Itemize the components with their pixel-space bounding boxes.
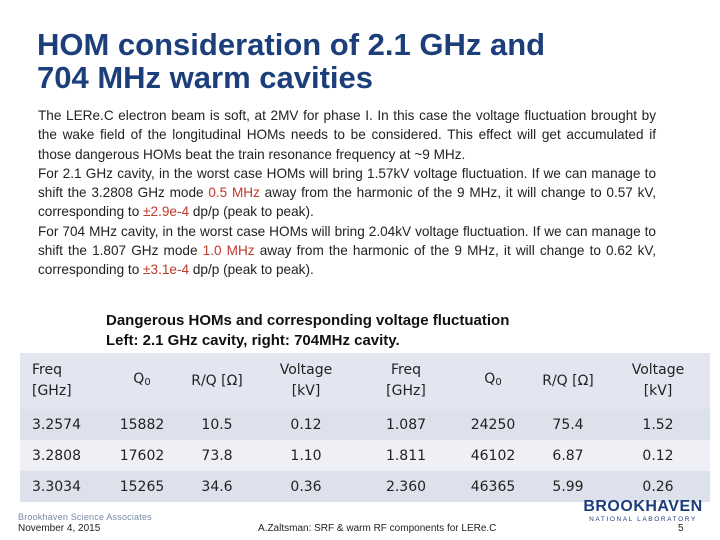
paragraph-704mhz-text-a: For 704 MHz cavity, in the worst case HO… <box>38 223 656 259</box>
brookhaven-logo: BROOKHAVEN NATIONAL LABORATORY <box>583 498 702 523</box>
hom-table: Freq [GHz] Q0 R/Q [Ω] Voltage [kV] Freq [GH… <box>20 353 710 502</box>
table-cell: 1.52 <box>642 416 674 433</box>
paragraph-704mhz-text-b: away from the harmonic of the 9 MHz, it … <box>38 243 656 278</box>
table-cell: 34.6 <box>201 478 233 495</box>
page-number: 5 <box>678 523 684 534</box>
table-cell: 24250 <box>470 416 516 433</box>
paragraph-2ghz-text-a: For 2.1 GHz cavity, in the worst case HO… <box>38 165 656 201</box>
header-q0-704mhz: Q0 <box>484 371 502 388</box>
paragraph-2ghz-text-b: away from the harmonic of the 9 MHz, it … <box>38 185 656 220</box>
table-row: 3.3034 15265 34.6 0.36 2.360 46365 5.99 … <box>20 471 710 502</box>
highlight-dpp-704mhz: ±3.1e-4 <box>143 262 190 278</box>
table-cell: 0.26 <box>642 478 674 495</box>
table-cell: 2.360 <box>385 478 427 495</box>
table-caption-line-2: Left: 2.1 GHz cavity, right: 704MHz cavi… <box>106 332 400 349</box>
brookhaven-logo-name: BROOKHAVEN <box>583 498 702 515</box>
table-cell: 15882 <box>119 416 165 433</box>
table-cell: 0.36 <box>290 478 322 495</box>
slide-title: HOM consideration of 2.1 GHz and 704 MHz… <box>37 28 697 94</box>
footer-presentation-info: A.Zaltsman: SRF & warm RF components for… <box>258 523 497 534</box>
table-cell: 73.8 <box>201 447 233 464</box>
table-cell: 1.811 <box>385 447 427 464</box>
header-voltage-704mhz: Voltage [kV] <box>631 362 685 399</box>
table-cell: 0.12 <box>642 447 674 464</box>
table-cell: 1.10 <box>290 447 322 464</box>
table-cell: 17602 <box>119 447 165 464</box>
header-freq-2ghz: Freq [GHz] <box>32 362 72 399</box>
table-cell: 46365 <box>470 478 516 495</box>
table-cell: 46102 <box>470 447 516 464</box>
table-caption: Dangerous HOMs and corresponding voltage… <box>106 311 666 351</box>
table-header-row: Freq [GHz] Q0 R/Q [Ω] Voltage [kV] Freq [GH… <box>20 353 710 409</box>
highlight-shift-704mhz: 1.0 MHz <box>202 243 255 259</box>
table-row: 3.2574 15882 10.5 0.12 1.087 24250 75.4 … <box>20 409 710 440</box>
table-cell: 0.12 <box>290 416 322 433</box>
table-cell: 10.5 <box>201 416 233 433</box>
header-rq-704mhz: R/Q [Ω] <box>542 372 594 389</box>
table-cell: 3.2808 <box>32 447 81 464</box>
brookhaven-logo-sub: NATIONAL LABORATORY <box>589 516 697 523</box>
paragraph-2ghz-text-c: dp/p (peak to peak). <box>189 204 314 220</box>
table-caption-line-1: Dangerous HOMs and corresponding voltage… <box>106 312 510 329</box>
highlight-dpp-2ghz: ±2.9e-4 <box>143 204 190 220</box>
slide-title-line-1: HOM consideration of 2.1 GHz and <box>37 27 546 62</box>
paragraph-704mhz: For 704 MHz cavity, in the worst case HO… <box>38 222 656 280</box>
body-text: The LERe.C electron beam is soft, at 2MV… <box>38 106 656 280</box>
table-row: 3.2808 17602 73.8 1.10 1.811 46102 6.87 … <box>20 440 710 471</box>
table-cell: 1.087 <box>385 416 427 433</box>
table-cell: 5.99 <box>552 478 584 495</box>
header-q0-2ghz: Q0 <box>133 371 151 388</box>
table-cell: 3.3034 <box>32 478 81 495</box>
highlight-shift-2ghz: 0.5 MHz <box>208 185 260 201</box>
paragraph-intro: The LERe.C electron beam is soft, at 2MV… <box>38 108 656 162</box>
table-cell: 3.2574 <box>32 416 81 433</box>
paragraph-704mhz-text-c: dp/p (peak to peak). <box>189 262 314 278</box>
header-voltage-2ghz: Voltage [kV] <box>279 362 333 399</box>
paragraph-2ghz: For 2.1 GHz cavity, in the worst case HO… <box>38 164 656 222</box>
slide-title-line-2: 704 MHz warm cavities <box>37 60 374 95</box>
table-cell: 15265 <box>119 478 165 495</box>
table-cell: 75.4 <box>552 416 584 433</box>
associates-logo: Brookhaven Science Associates <box>18 512 152 522</box>
header-rq-2ghz: R/Q [Ω] <box>191 372 243 389</box>
footer-date: November 4, 2015 <box>18 523 101 534</box>
header-freq-704mhz: Freq [GHz] <box>386 362 426 399</box>
table-cell: 6.87 <box>552 447 584 464</box>
